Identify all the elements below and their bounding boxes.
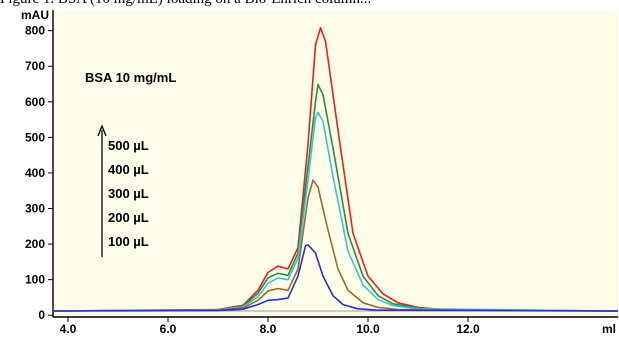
sample-annotation: BSA 10 mg/mL <box>85 70 176 85</box>
volume-arrow-head <box>97 124 107 137</box>
legend-label: 300 µL <box>108 186 149 201</box>
legend-label: 500 µL <box>108 138 149 153</box>
legend-label: 200 µL <box>108 210 149 225</box>
y-tick-label: 500 <box>25 130 45 144</box>
x-tick-label: 10.0 <box>356 322 380 336</box>
series-line-2 <box>52 111 619 312</box>
y-tick-label: 600 <box>25 95 45 109</box>
x-tick-label: 6.0 <box>160 322 177 336</box>
y-axis-label: mAU <box>21 8 49 22</box>
legend-label: 100 µL <box>108 234 149 249</box>
x-tick-label: 8.0 <box>260 322 277 336</box>
y-tick-label: 400 <box>25 166 45 180</box>
y-tick-label: 700 <box>25 59 45 73</box>
y-tick-label: 100 <box>25 273 45 287</box>
series-line-4 <box>52 244 619 312</box>
y-tick-label: 300 <box>25 202 45 216</box>
figure-caption: Figure 1. BSA (10 mg/mL) loading on a Bi… <box>0 0 619 8</box>
y-tick-label: 200 <box>25 237 45 251</box>
series-line-1 <box>52 83 619 312</box>
x-axis-label: ml <box>602 322 616 336</box>
x-tick-label: 4.0 <box>60 322 77 336</box>
series-line-3 <box>52 179 619 312</box>
series-line-0 <box>52 27 619 312</box>
x-tick-label: 12.0 <box>456 322 480 336</box>
y-tick-label: 800 <box>25 24 45 38</box>
legend-label: 400 µL <box>108 162 149 177</box>
y-tick-label: 0 <box>38 308 45 322</box>
